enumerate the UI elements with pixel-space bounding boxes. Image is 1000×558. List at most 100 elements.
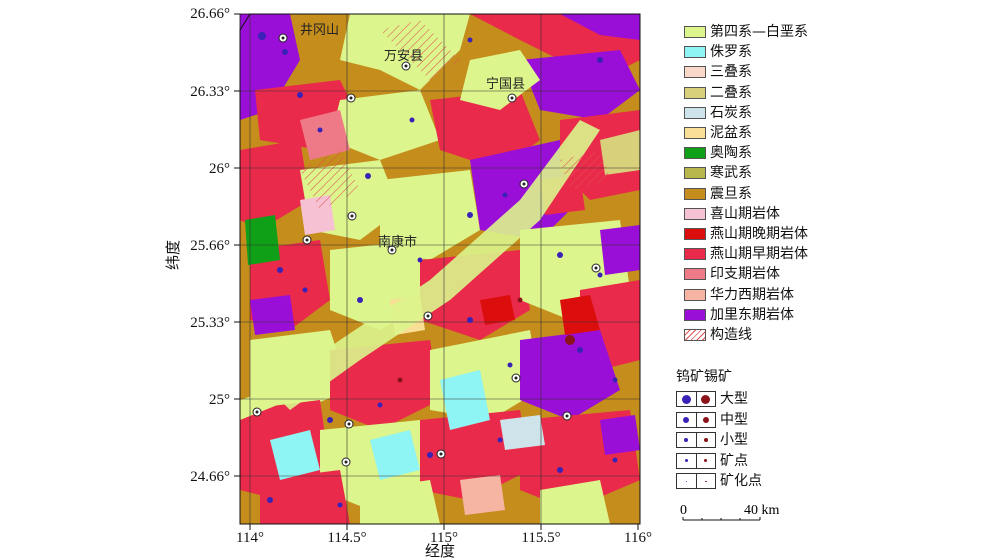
x-tick-label: 116° (624, 530, 652, 546)
y-tick-label: 25.66° (190, 238, 230, 254)
deposit-size-label: 矿点 (720, 452, 748, 469)
legend-item: 石炭系 (684, 103, 984, 123)
map-content: 井冈山 万安县 宁国县 南康市 (240, 14, 640, 524)
legend-label: 第四系—白垩系 (710, 24, 808, 41)
deposit-size-label: 大型 (720, 391, 748, 408)
scale-right-label: 40 km (744, 503, 780, 518)
y-tick-label: 26.33° (190, 84, 230, 100)
legend-swatch (684, 106, 706, 119)
legend-item: 侏罗系 (684, 42, 984, 62)
deposit-row: 小型 (676, 430, 876, 451)
y-tick-label: 26.66° (190, 6, 230, 22)
legend-item: 印支期岩体 (684, 264, 984, 284)
tin-cell (695, 392, 716, 407)
y-tick-label: 25.33° (190, 315, 230, 331)
legend-label: 华力西期岩体 (710, 286, 794, 303)
tungsten-cell (677, 413, 696, 427)
y-axis-label: 纬度 (165, 240, 182, 270)
tin-dot-icon (705, 480, 707, 482)
deposit-legend: 钨矿锡矿 大型中型小型矿点矿化点 (676, 366, 876, 492)
legend-swatch (684, 46, 706, 59)
tin-dot-icon (701, 394, 711, 404)
legend-swatch (684, 207, 706, 220)
legend-item: 泥盆系 (684, 123, 984, 143)
deposit-size-label: 小型 (720, 432, 748, 449)
legend-item: 三叠系 (684, 62, 984, 82)
legend-item: 燕山期早期岩体 (684, 244, 984, 264)
city-label: 井冈山 (300, 23, 339, 38)
legend-item: 构造线 (684, 325, 984, 345)
tin-cell (695, 433, 716, 448)
tungsten-dot-icon (685, 480, 687, 482)
deposit-symbol-box (676, 452, 716, 469)
deposit-row: 中型 (676, 410, 876, 431)
tungsten-cell (677, 474, 696, 488)
legend-item: 寒武系 (684, 163, 984, 183)
legend-item: 加里东期岩体 (684, 305, 984, 325)
tungsten-cell (677, 392, 696, 406)
legend-swatch (684, 86, 706, 99)
legend-label: 二叠系 (710, 84, 752, 101)
deposit-legend-rows: 大型中型小型矿点矿化点 (676, 389, 876, 492)
legend-label: 奥陶系 (710, 145, 752, 162)
x-tick-label: 115° (430, 530, 458, 546)
city-label: 南康市 (378, 234, 417, 250)
legend-label: 侏罗系 (710, 44, 752, 61)
legend-item: 奥陶系 (684, 143, 984, 163)
y-tick-label: 26° (209, 161, 230, 177)
legend-item: 震旦系 (684, 184, 984, 204)
legend-label: 喜山期岩体 (710, 205, 780, 222)
legend-label: 加里东期岩体 (710, 306, 794, 323)
deposit-symbol-box (676, 473, 716, 490)
tungsten-dot-icon (681, 394, 691, 404)
deposit-size-label: 矿化点 (720, 473, 762, 490)
legend-label: 震旦系 (710, 185, 752, 202)
tin-cell (695, 474, 716, 489)
tin-dot-icon (703, 438, 708, 443)
deposit-size-label: 中型 (720, 411, 748, 428)
deposit-legend-title: 钨矿锡矿 (676, 369, 732, 385)
deposit-symbol-box (676, 391, 716, 408)
legend-label: 石炭系 (710, 104, 752, 121)
x-tick-label: 115.5° (521, 530, 560, 546)
scale-bar: 0 40 km (680, 503, 780, 521)
deposit-symbol-box (676, 432, 716, 449)
tungsten-cell (677, 454, 696, 468)
legend-item: 喜山期岩体 (684, 204, 984, 224)
legend-swatch (684, 147, 706, 160)
legend-swatch (684, 66, 706, 79)
legend-label: 印支期岩体 (710, 266, 780, 283)
deposit-row: 大型 (676, 389, 876, 410)
legend-swatch (684, 288, 706, 301)
tin-dot-icon (702, 416, 709, 423)
legend-item: 燕山期晚期岩体 (684, 224, 984, 244)
legend-swatch (684, 227, 706, 240)
tin-cell (695, 453, 716, 468)
legend-swatch (684, 328, 706, 341)
deposit-row: 矿点 (676, 451, 876, 472)
legend-label: 泥盆系 (710, 125, 752, 142)
legend-label: 燕山期早期岩体 (710, 246, 808, 263)
legend-swatch (684, 268, 706, 281)
legend-item: 二叠系 (684, 83, 984, 103)
legend-swatch (684, 248, 706, 261)
tungsten-dot-icon (684, 459, 688, 463)
map-legend: 第四系—白垩系 侏罗系三叠系二叠系石炭系泥盆系奥陶系寒武系震旦系喜山期岩体燕山期晚… (684, 22, 984, 345)
city-label: 宁国县 (486, 76, 525, 92)
tin-cell (695, 412, 716, 427)
y-tick-label: 24.66° (190, 469, 230, 485)
legend-swatch (684, 127, 706, 140)
legend-item: 华力西期岩体 (684, 284, 984, 304)
legend-label: 构造线 (710, 326, 752, 343)
tin-dot-icon (704, 459, 708, 463)
city-label: 万安县 (384, 49, 423, 64)
x-axis-label: 经度 (425, 543, 455, 558)
legend-label: 寒武系 (710, 165, 752, 182)
legend-swatch (684, 26, 706, 39)
scale-left-label: 0 (680, 503, 687, 518)
legend-label: 三叠系 (710, 64, 752, 81)
legend-swatch (684, 187, 706, 200)
tungsten-dot-icon (684, 438, 689, 443)
tungsten-dot-icon (683, 416, 690, 423)
